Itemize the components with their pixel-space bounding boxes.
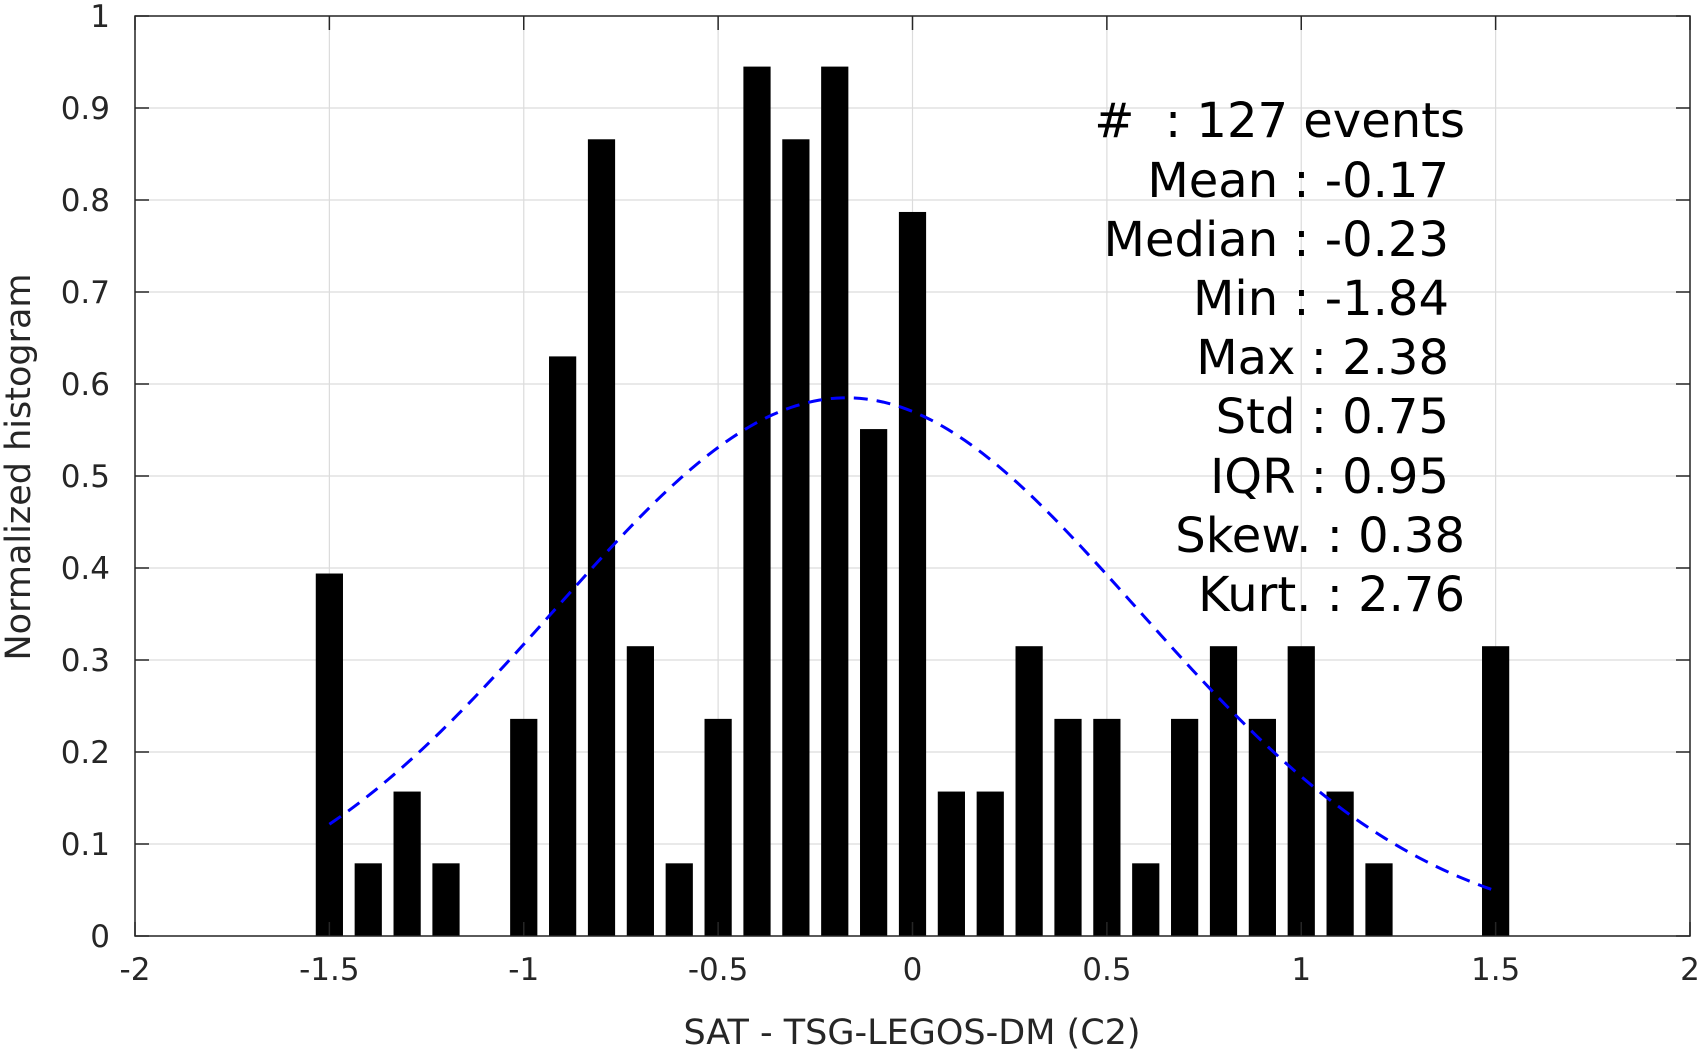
bar (1326, 791, 1354, 936)
bar (1287, 646, 1315, 936)
bar (393, 791, 421, 936)
stat-iqr: IQR : 0.95 (1210, 449, 1449, 505)
x-tick-label: 0.5 (1082, 952, 1131, 988)
bar (549, 356, 577, 936)
y-tick-label: 0.8 (61, 183, 110, 219)
axis-ticks (134, 15, 1691, 937)
stat-std: Std : 0.75 (1216, 389, 1449, 445)
y-tick-label: 0.6 (61, 367, 110, 403)
bar (860, 429, 888, 936)
y-tick-label: 0.1 (61, 827, 110, 863)
bar (1054, 718, 1082, 936)
gaussian-fit-curve (328, 396, 1497, 893)
bar (976, 791, 1004, 936)
y-tick-label: 0.9 (61, 91, 110, 127)
bar (354, 863, 382, 936)
y-axis-label: Normalized histogram (0, 273, 39, 660)
bar (1093, 718, 1121, 936)
bar (1015, 646, 1043, 936)
y-tick-label: 0.7 (61, 275, 110, 311)
bar (626, 646, 654, 936)
stat-mean: Mean : -0.17 (1147, 153, 1449, 209)
bar (1365, 863, 1393, 936)
y-tick-label: 0.2 (61, 735, 110, 771)
stat-min: Min : -1.84 (1193, 271, 1449, 327)
bar (1209, 646, 1238, 936)
histogram-bars (315, 66, 1510, 937)
bar (1482, 646, 1510, 936)
y-tick-labels: 0 0.1 0.2 0.3 0.4 0.5 0.6 0.7 0.8 0.9 1 (61, 0, 110, 955)
bar (937, 791, 965, 936)
x-tick-labels: -2 -1.5 -1 -0.5 0 0.5 1 1.5 2 (120, 952, 1700, 988)
bar (704, 718, 732, 936)
bar (315, 573, 343, 936)
x-tick-label: 1 (1291, 952, 1311, 988)
y-tick-label: 0 (90, 919, 110, 955)
x-tick-label: -1.5 (299, 952, 360, 988)
stat-max: Max : 2.38 (1196, 330, 1449, 386)
bar (1248, 718, 1276, 936)
bar (1171, 718, 1199, 936)
x-axis-label: SAT - TSG-LEGOS-DM (C2) (683, 1013, 1140, 1053)
bar (432, 863, 460, 936)
stat-kurt: Kurt. : 2.76 (1198, 567, 1465, 623)
x-tick-label: -0.5 (688, 952, 749, 988)
y-tick-label: 0.5 (61, 459, 110, 495)
bar (821, 66, 849, 937)
y-tick-label: 0.3 (61, 643, 110, 679)
stats-annotation: # : 127 events Mean : -0.17 Median : -0.… (1094, 93, 1465, 623)
x-tick-label: 2 (1680, 952, 1700, 988)
y-tick-label: 1 (90, 0, 110, 35)
stat-count: # : 127 events (1094, 93, 1465, 149)
bar (898, 211, 927, 936)
bar (510, 718, 538, 936)
x-tick-label: 0 (903, 952, 923, 988)
stat-median: Median : -0.23 (1104, 212, 1449, 268)
x-tick-label: -1 (508, 952, 539, 988)
bar (665, 863, 693, 936)
stat-skew: Skew. : 0.38 (1175, 508, 1465, 564)
bar (1132, 863, 1160, 936)
y-tick-label: 0.4 (61, 551, 110, 587)
x-tick-label: 1.5 (1471, 952, 1520, 988)
bar (782, 139, 810, 936)
bar (743, 66, 771, 937)
x-tick-label: -2 (120, 952, 151, 988)
bar (587, 139, 616, 936)
